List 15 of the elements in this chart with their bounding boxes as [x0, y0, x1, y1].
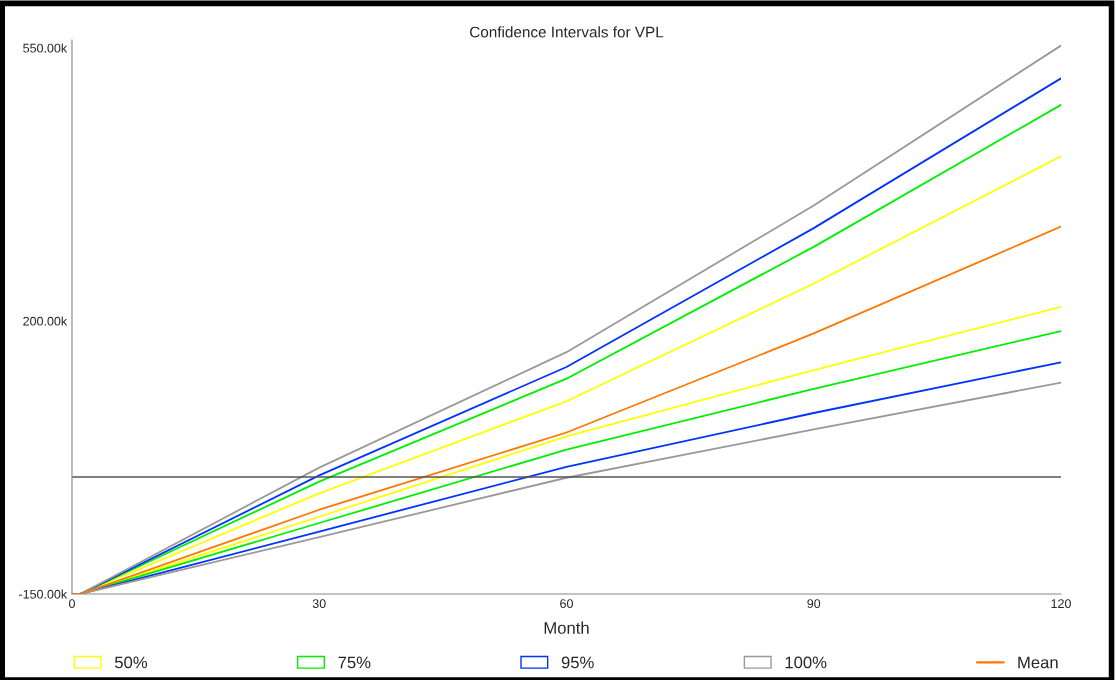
legend-label: 50% — [114, 656, 148, 669]
chart-title: Confidence Intervals for VPL — [470, 26, 664, 38]
legend-label: Mean — [1018, 656, 1058, 669]
y-tick-label: -150.00k — [19, 589, 68, 599]
y-tick-label: 200.00k — [23, 316, 68, 326]
legend-label: 75% — [338, 656, 371, 669]
x-tick-label: 60 — [560, 599, 573, 609]
x-tick-label: 0 — [68, 599, 75, 609]
legend-label: 100% — [785, 656, 827, 669]
legend-label: 95% — [561, 656, 594, 669]
x-tick-label: 90 — [807, 599, 821, 609]
x-tick-label: 120 — [1051, 599, 1071, 609]
x-axis-title: Month — [544, 621, 589, 634]
x-tick-label: 30 — [312, 599, 326, 609]
y-tick-label: 550.00k — [23, 43, 68, 53]
